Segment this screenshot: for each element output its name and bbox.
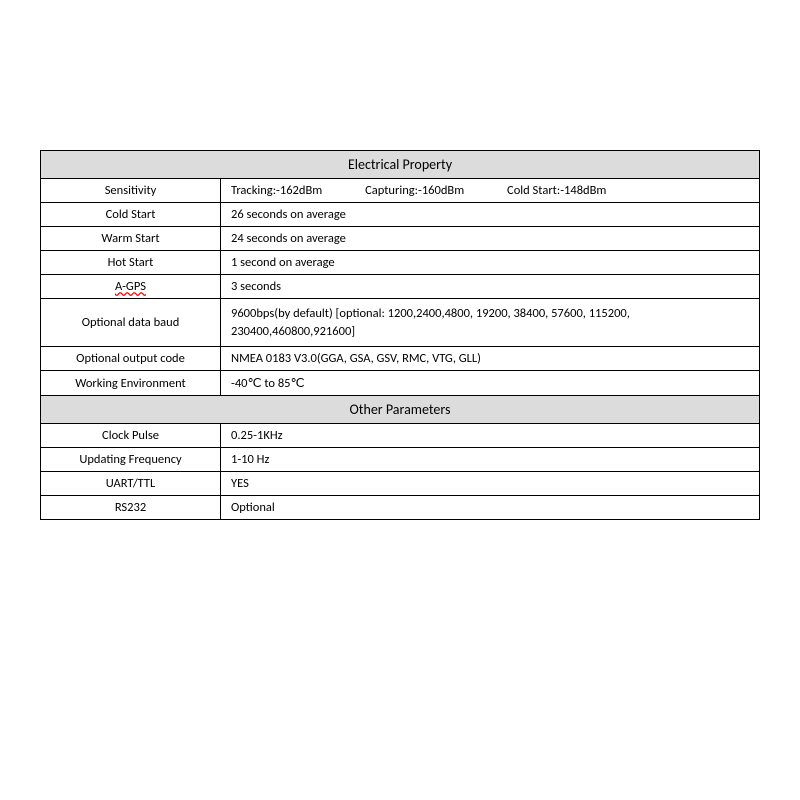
row-value: Optional	[221, 496, 760, 520]
table-row: UART/TTL YES	[41, 472, 760, 496]
row-label: Warm Start	[41, 227, 221, 251]
row-label-text: A-GPS	[115, 279, 146, 294]
row-value: -40℃ to 85℃	[221, 371, 760, 396]
row-label: Optional data baud	[41, 299, 221, 347]
row-label: UART/TTL	[41, 472, 221, 496]
sensitivity-item: Cold Start:-148dBm	[507, 183, 606, 198]
sens-key: Tracking:	[231, 183, 276, 198]
sens-val: -162dBm	[276, 183, 322, 198]
table-row: Clock Pulse 0.25-1KHz	[41, 424, 760, 448]
row-value: 3 seconds	[221, 275, 760, 299]
row-value: YES	[221, 472, 760, 496]
row-value: 1 second on average	[221, 251, 760, 275]
table-row: RS232 Optional	[41, 496, 760, 520]
spec-table: Electrical Property Sensitivity Tracking…	[40, 150, 760, 520]
sensitivity-item: Tracking:-162dBm	[231, 183, 322, 198]
row-value: 1-10 Hz	[221, 448, 760, 472]
row-value: 24 seconds on average	[221, 227, 760, 251]
sens-val: -148dBm	[560, 183, 606, 198]
table-row: A-GPS 3 seconds	[41, 275, 760, 299]
table-row: Optional data baud 9600bps(by default) […	[41, 299, 760, 347]
table-row: Sensitivity Tracking:-162dBm Capturing:-…	[41, 179, 760, 203]
row-value: 26 seconds on average	[221, 203, 760, 227]
table-row: Optional output code NMEA 0183 V3.0(GGA,…	[41, 347, 760, 371]
row-value: Tracking:-162dBm Capturing:-160dBm Cold …	[221, 179, 760, 203]
row-value: 9600bps(by default) [optional: 1200,2400…	[221, 299, 760, 347]
row-label: RS232	[41, 496, 221, 520]
sens-key: Capturing:	[365, 183, 418, 198]
row-value: 0.25-1KHz	[221, 424, 760, 448]
table-row: Warm Start 24 seconds on average	[41, 227, 760, 251]
row-label: Optional output code	[41, 347, 221, 371]
table-row: Hot Start 1 second on average	[41, 251, 760, 275]
section-header: Electrical Property	[41, 151, 760, 179]
row-label: Cold Start	[41, 203, 221, 227]
section-header-row: Electrical Property	[41, 151, 760, 179]
sensitivity-item: Capturing:-160dBm	[365, 183, 464, 198]
sens-val: -160dBm	[418, 183, 464, 198]
section-header-row: Other Parameters	[41, 396, 760, 424]
sens-key: Cold Start:	[507, 183, 560, 198]
table-row: Updating Frequency 1-10 Hz	[41, 448, 760, 472]
row-value: NMEA 0183 V3.0(GGA, GSA, GSV, RMC, VTG, …	[221, 347, 760, 371]
section-header: Other Parameters	[41, 396, 760, 424]
row-label: Clock Pulse	[41, 424, 221, 448]
row-label: Working Environment	[41, 371, 221, 396]
row-label: A-GPS	[41, 275, 221, 299]
table-row: Working Environment -40℃ to 85℃	[41, 371, 760, 396]
table-row: Cold Start 26 seconds on average	[41, 203, 760, 227]
row-label: Hot Start	[41, 251, 221, 275]
row-label: Sensitivity	[41, 179, 221, 203]
row-label: Updating Frequency	[41, 448, 221, 472]
